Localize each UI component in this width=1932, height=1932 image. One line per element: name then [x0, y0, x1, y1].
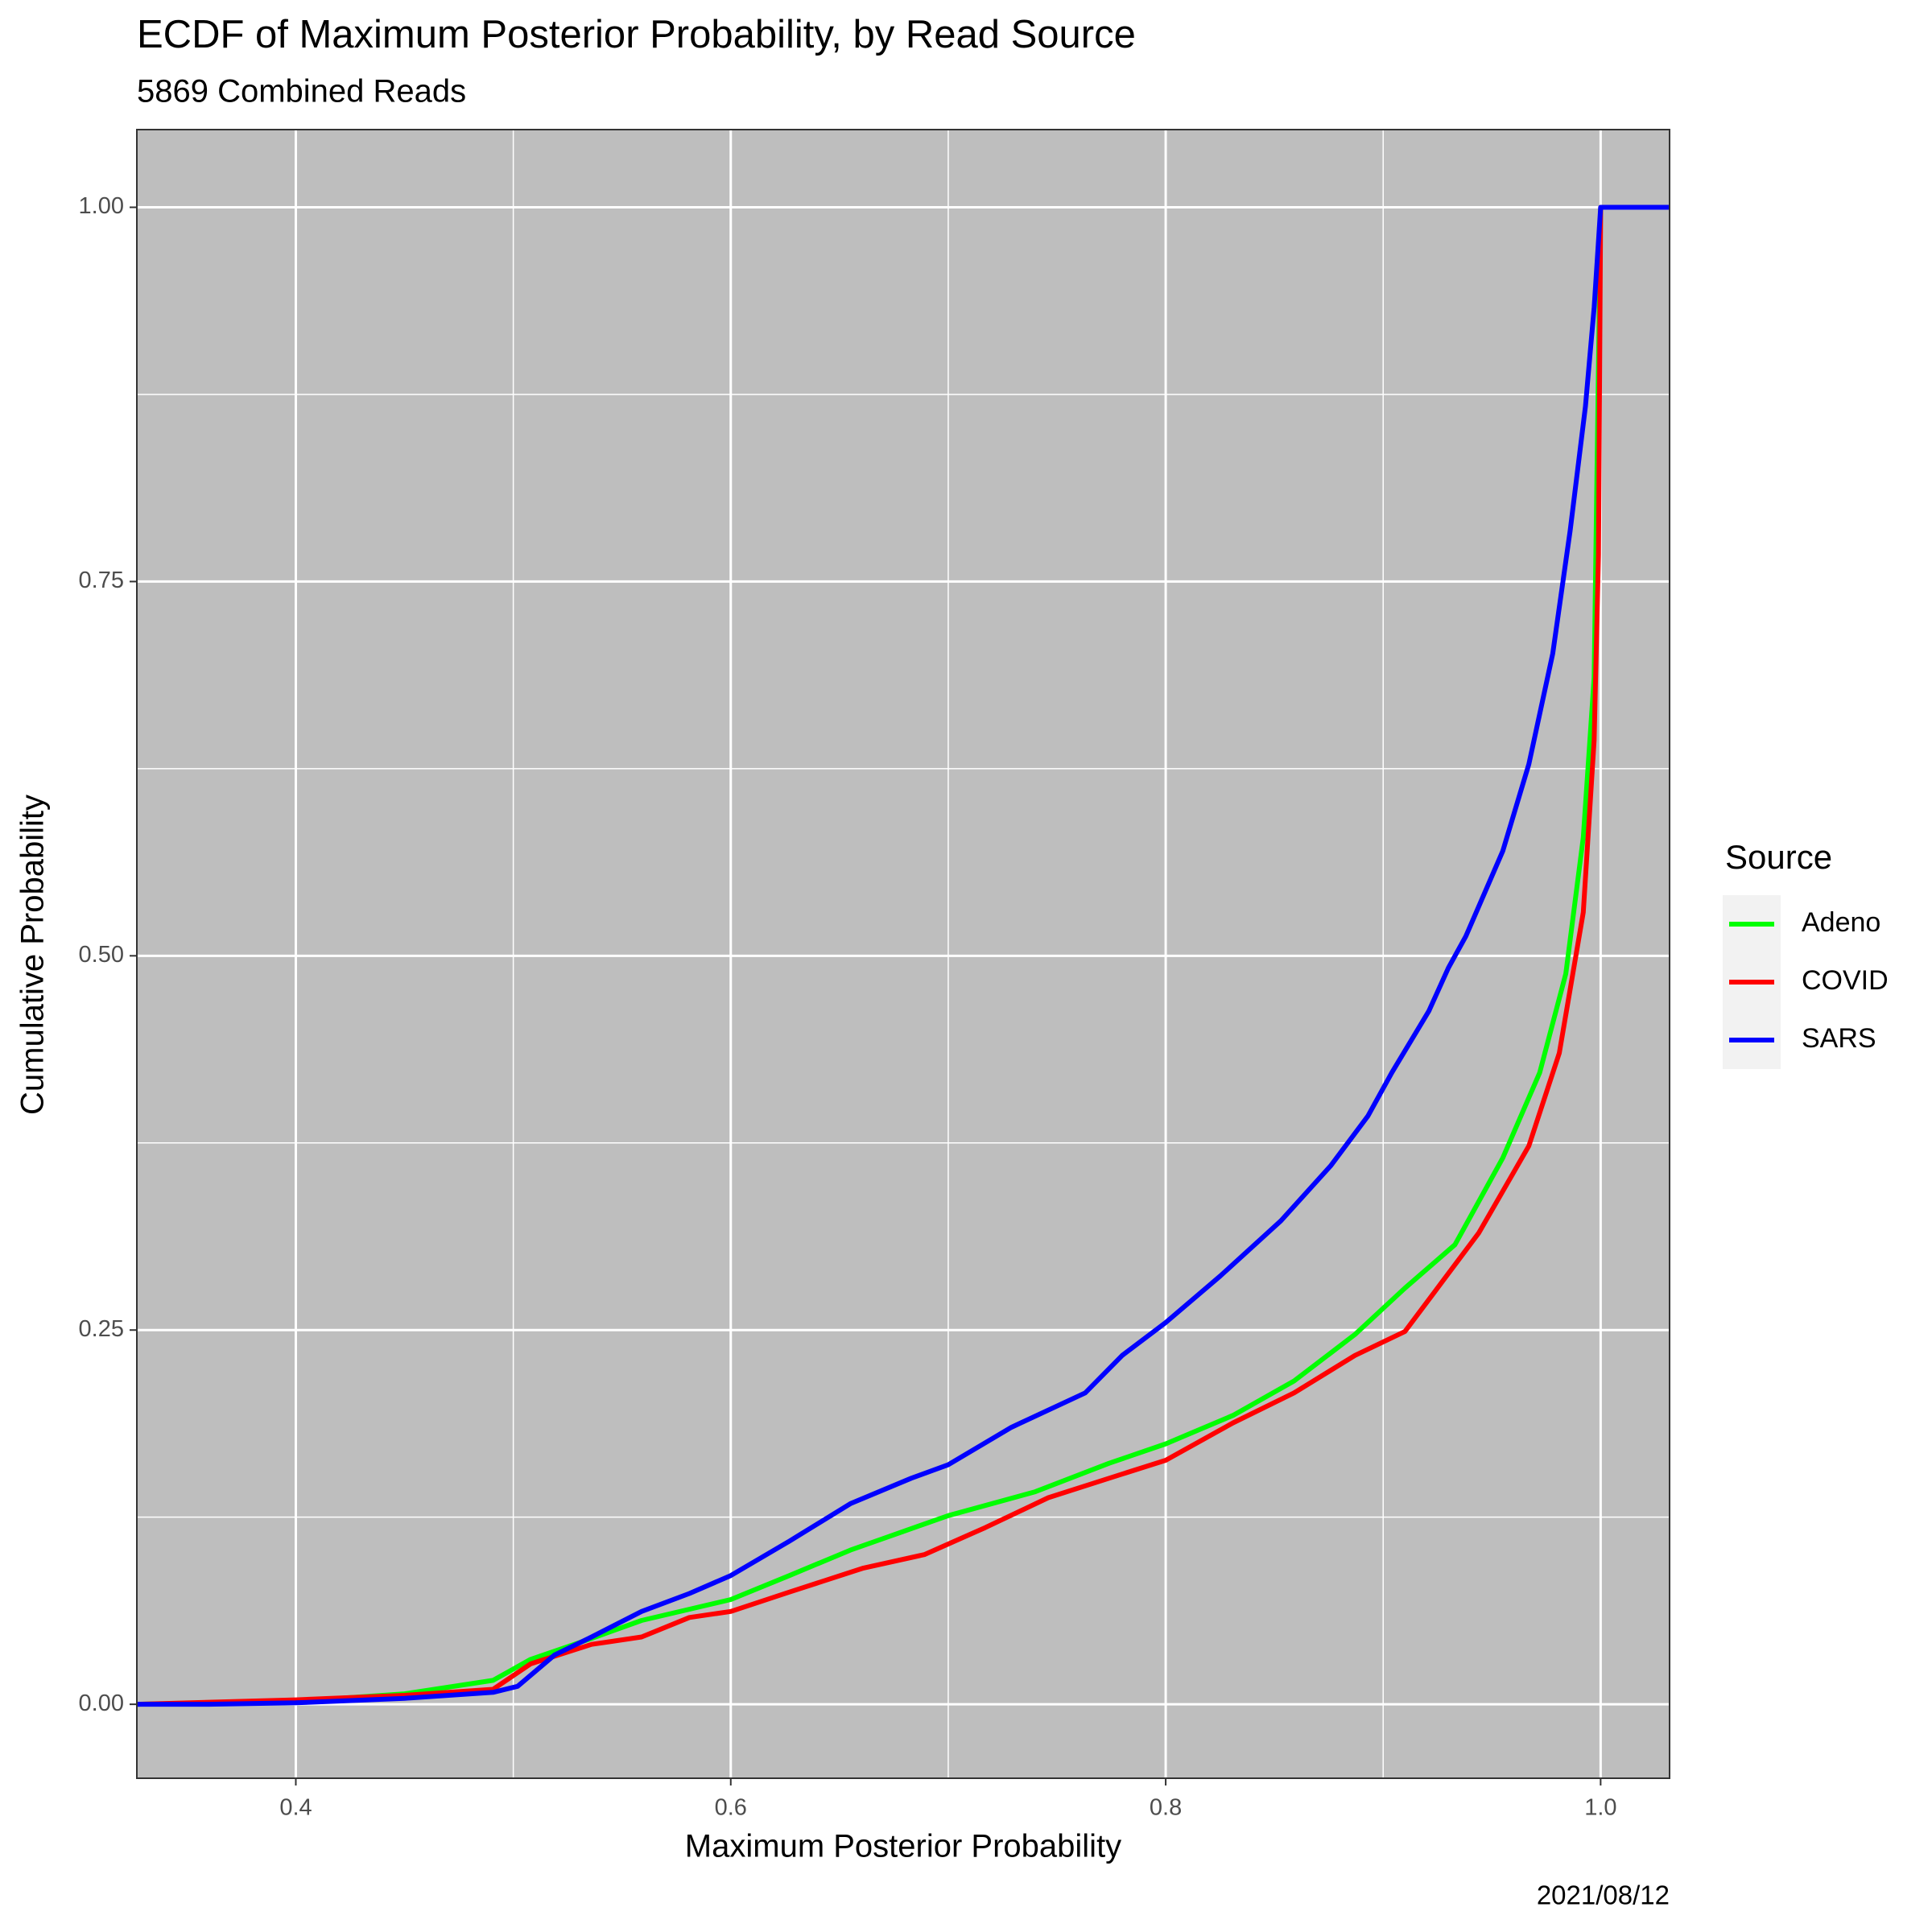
y-tick-label: 0.50: [79, 942, 124, 968]
legend-label: SARS: [1802, 1023, 1876, 1054]
x-tick-label: 0.6: [715, 1795, 747, 1821]
y-axis-title: Cumulative Probability: [15, 795, 51, 1115]
y-tick-label: 1.00: [79, 193, 124, 219]
x-axis-title: Maximum Posterior Probability: [685, 1829, 1121, 1864]
chart-subtitle: 5869 Combined Reads: [137, 74, 466, 109]
legend-label: Adeno: [1802, 907, 1880, 938]
x-tick-label: 1.0: [1584, 1795, 1616, 1821]
lines: [137, 204, 1670, 1707]
axes: 0.00 0.25 0.50 0.75 1.00 0.4 0.6 0.8 1.0: [79, 193, 1617, 1820]
y-tick-label: 0.00: [79, 1690, 124, 1716]
series-line: [137, 204, 1670, 1707]
series-line: [137, 204, 1670, 1707]
series-line: [137, 204, 1670, 1707]
x-tick-label: 0.8: [1150, 1795, 1182, 1821]
grid: [137, 130, 1670, 1778]
chart-title: ECDF of Maximum Posterior Probability, b…: [137, 13, 1136, 56]
panel: [137, 130, 1670, 1778]
y-tick-label: 0.75: [79, 568, 124, 593]
caption: 2021/08/12: [1537, 1880, 1670, 1910]
x-tick-label: 0.4: [279, 1795, 312, 1821]
legend: Source Adeno COVID SARS: [1723, 838, 1889, 1069]
legend-title: Source: [1725, 838, 1832, 876]
legend-label: COVID: [1802, 965, 1889, 996]
y-tick-label: 0.25: [79, 1316, 124, 1342]
panel-border: [136, 129, 1670, 1779]
